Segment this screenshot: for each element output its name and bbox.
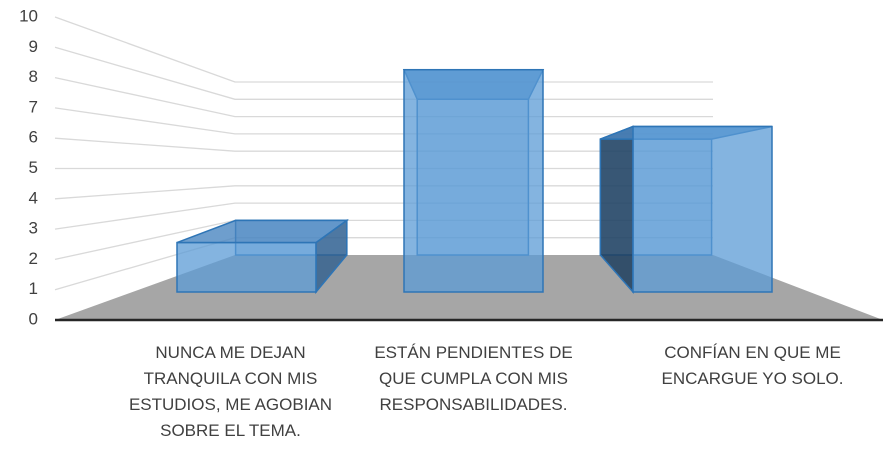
grid-line [54, 137, 713, 152]
y-tick-label: 7 [29, 97, 38, 116]
grid-line [54, 76, 713, 118]
y-tick-label: 4 [29, 188, 38, 207]
grid-line [54, 16, 713, 83]
y-tick-label: 1 [29, 279, 38, 298]
grid-line [54, 46, 713, 100]
y-tick-label: 2 [29, 249, 38, 268]
y-tick-label: 5 [29, 158, 38, 177]
grid-line [54, 107, 713, 135]
y-tick-label: 3 [29, 219, 38, 238]
bar [403, 68, 544, 293]
y-tick-label: 8 [29, 67, 38, 86]
bar [176, 241, 317, 293]
grid-line [54, 202, 713, 230]
x-tick-label: ESTÁN PENDIENTES DE QUE CUMPLA CON MIS R… [374, 343, 573, 414]
grid-line [54, 185, 713, 200]
bar [632, 125, 773, 293]
x-tick-label: NUNCA ME DEJAN TRANQUILA CON MIS ESTUDIO… [128, 343, 333, 440]
x-tick-label: CONFÍAN EN QUE ME ENCARGUE YO SOLO. [661, 343, 844, 388]
y-tick-label: 6 [29, 128, 38, 147]
bar-top [176, 219, 350, 244]
y-tick-label: 10 [19, 6, 38, 25]
y-tick-label: 9 [29, 37, 38, 56]
y-tick-label: 0 [29, 309, 38, 328]
